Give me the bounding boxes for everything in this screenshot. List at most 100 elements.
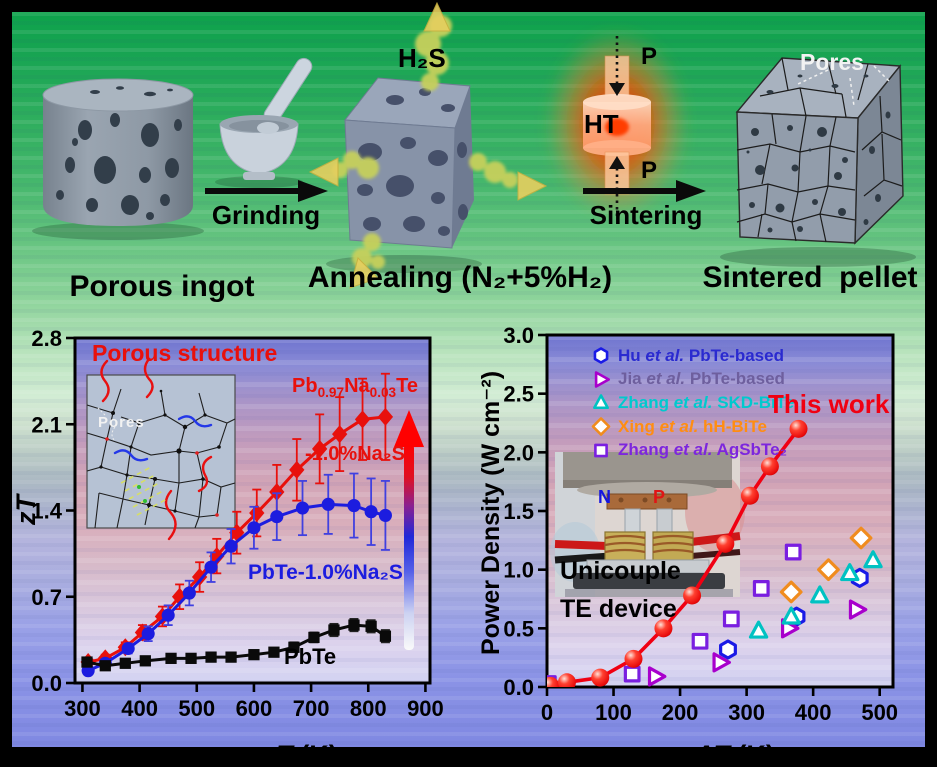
legend-item-text: Zhang (618, 440, 674, 460)
series-label-red: Pb0.97Na0.03Te -1.0%Na₂S (282, 333, 428, 509)
y-tick-label: 0.5 (503, 616, 534, 641)
legend-item: Zhang et al. AgSbTe₂ (589, 438, 794, 462)
legend-item-text: hH-BiTe (698, 416, 767, 436)
series-label-black: PbTe (284, 644, 337, 669)
right-x-axis-unit: (K) (729, 740, 775, 767)
x-tick-label: 400 (795, 700, 832, 725)
right-y-axis-title: Power Density (W cm⁻²) (477, 370, 505, 656)
y-tick-label: 3.0 (503, 323, 534, 348)
hot-press-illustration (545, 29, 689, 219)
label-sintering: Sintering (589, 200, 703, 230)
mortar-pestle-icon (219, 57, 313, 180)
inset-pores-label: Pores (98, 414, 145, 431)
y-tick-label: 1.0 (503, 558, 534, 583)
this-work-label: This work (768, 389, 890, 419)
series-label-red-line1: Pb0.97Na0.03Te (292, 375, 418, 401)
y-tick-label: 1.5 (503, 499, 534, 524)
y-tick-label: 2.1 (31, 412, 62, 437)
legend-item-text: Xing (618, 416, 660, 436)
electron-blue-squiggles (113, 415, 213, 462)
inset-title: Porous structure (92, 340, 278, 366)
x-tick-label: 800 (350, 696, 387, 721)
y-tick-label: 0.0 (31, 671, 62, 696)
process-diagram (32, 1, 916, 289)
label-ht: HT (584, 109, 619, 139)
grain-boundaries (736, 57, 903, 243)
legend-item-text: Zhang (618, 392, 674, 412)
pores-pointer-arrows (797, 65, 891, 107)
legend-marker-square-open (594, 443, 608, 458)
x-tick-label: 300 (728, 700, 765, 725)
y-tick-label: 0.7 (31, 585, 62, 610)
sintered-pellet-illustration (735, 57, 904, 245)
legend: Hu et al. PbTe-based Jia et al. PbTe-base… (589, 344, 794, 462)
x-tick-label: 300 (64, 696, 101, 721)
series-label-blue: PbTe-1.0%Na₂S (248, 561, 403, 584)
sintering-arrow (583, 180, 706, 202)
x-tick-label: 500 (861, 700, 898, 725)
legend-marker-tri-right (594, 371, 611, 388)
legend-item-text: PbTe-based (685, 369, 785, 389)
legend-item: Hu et al. PbTe-based (589, 344, 794, 368)
device-p-label: P (653, 487, 666, 507)
right-chart: 0 100 200 300 400 500 0.0 0.5 1.0 1.5 2.0 2.5 3.0 (503, 323, 898, 725)
label-h2s: H₂S (398, 43, 446, 73)
improvement-arrow (394, 410, 424, 650)
right-x-axis-symbol: ΔT (695, 740, 730, 767)
y-tick-label: 2.0 (503, 440, 534, 465)
label-pressure-top: P (641, 43, 658, 70)
right-x-axis-title: ΔT (K) (655, 712, 785, 767)
legend-item-text: et al. (645, 345, 685, 365)
device-caption-line2: TE device (560, 595, 677, 623)
label-sintered-pellet: Sintered pellet (702, 261, 918, 294)
gas-arrows (308, 1, 548, 289)
left-x-axis-title: T (K) (230, 712, 354, 767)
y-tick-label: 0.0 (503, 675, 534, 700)
legend-item-text: et al. (646, 369, 686, 389)
x-tick-label: 200 (662, 700, 699, 725)
y-tick-label: 2.8 (31, 326, 62, 351)
legend-item: Xing et al. hH-BiTe (589, 415, 794, 439)
legend-item: Zhang et al. SKD-BiTe (589, 391, 794, 415)
legend-marker-tri-up (593, 394, 609, 410)
legend-item-text: SKD-BiTe (712, 392, 795, 412)
y-tick-label: 2.5 (503, 382, 534, 407)
grinding-arrow (205, 180, 328, 202)
x-tick-label: 500 (178, 696, 215, 721)
pellet-pores (746, 74, 891, 233)
y-tick-label: 1.4 (31, 499, 62, 524)
label-porous-ingot: Porous ingot (69, 270, 255, 303)
legend-item-text: et al. (673, 392, 713, 412)
label-pellet-pores: Pores (800, 49, 864, 75)
porous-ingot-illustration (42, 78, 194, 226)
x-tick-label: 900 (407, 696, 444, 721)
phonon-red-squiggles (100, 357, 213, 541)
legend-item-text: Hu (618, 345, 646, 365)
series-label-red-line2: -1.0%Na₂S (304, 443, 406, 466)
legend-marker-hexagon (593, 347, 609, 365)
x-tick-label: 100 (595, 700, 632, 725)
porous-structure-inset (86, 357, 236, 541)
left-x-axis-unit: (K) (292, 740, 338, 767)
label-annealing: Annealing (N₂+5%H₂) (307, 261, 613, 294)
device-n-label: N (598, 487, 611, 507)
legend-item-text: Jia (618, 369, 647, 389)
left-chart: 300 400 500 600 700 800 900 0.0 0.7 1.4 2.1 2.8 (31, 326, 443, 721)
dislocation-hatch (120, 466, 168, 516)
grain-junction-dots (99, 389, 221, 513)
label-pressure-bottom: P (641, 157, 658, 184)
x-tick-label: 700 (293, 696, 330, 721)
left-x-axis-symbol: T (276, 740, 293, 767)
x-tick-label: 600 (236, 696, 273, 721)
left-y-axis-title: zT (11, 495, 41, 525)
legend-item: Jia et al. PbTe-based (589, 368, 794, 392)
label-grinding: Grinding (211, 200, 321, 230)
te-device-photo (550, 452, 745, 597)
annealing-cube-illustration (308, 1, 548, 289)
legend-item-text: AgSbTe₂ (712, 440, 788, 460)
legend-item-text: et al. (673, 440, 713, 460)
legend-marker-diamond-open (591, 417, 611, 436)
legend-item-text: PbTe-based (684, 345, 784, 365)
